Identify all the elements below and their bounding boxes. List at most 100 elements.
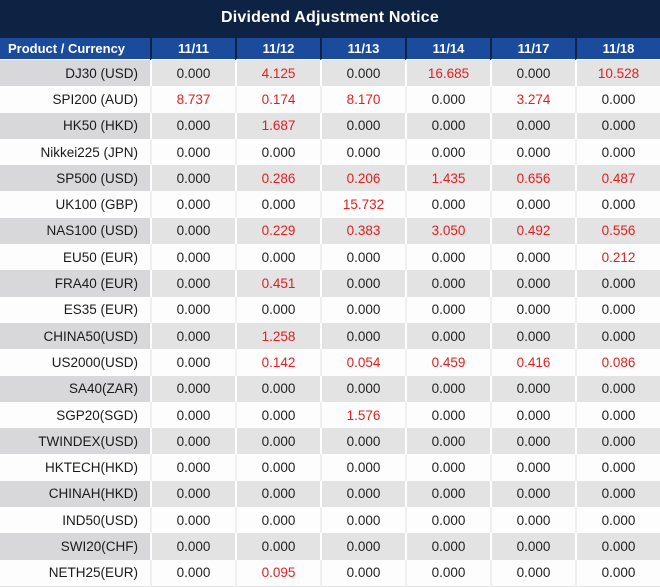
- table-row: FRA40 (EUR) 0.000 0.451 0.000 0.000 0.000 0.00…: [0, 270, 660, 297]
- value-cell: 0.000: [235, 296, 320, 323]
- value-cell: 0.000: [405, 191, 490, 218]
- date-column-header: 11/14: [405, 36, 490, 60]
- table-row: ES35 (EUR) 0.000 0.000 0.000 0.000 0.000 0.000: [0, 296, 660, 323]
- value-cell: 0.000: [320, 138, 405, 166]
- value-cell: 0.000: [490, 375, 575, 402]
- value-cell: 0.000: [405, 454, 490, 481]
- value-cell: 0.000: [320, 244, 405, 271]
- value-cell: 0.000: [405, 244, 490, 271]
- value-cell: 0.000: [150, 559, 235, 587]
- value-cell: 0.000: [150, 112, 235, 139]
- value-cell: 0.000: [405, 480, 490, 508]
- value-cell: 0.000: [575, 270, 660, 297]
- date-column-header: 11/18: [575, 36, 660, 60]
- value-cell: 0.000: [235, 428, 320, 455]
- value-cell: 0.000: [150, 375, 235, 402]
- value-cell: 0.000: [235, 401, 320, 429]
- table-row: HK50 (HKD) 0.000 1.687 0.000 0.000 0.000 0.000: [0, 112, 660, 139]
- value-cell: 0.000: [320, 375, 405, 402]
- value-cell: 0.000: [575, 533, 660, 560]
- value-cell: 0.000: [150, 454, 235, 481]
- value-cell: 0.000: [405, 533, 490, 560]
- product-cell: UK100 (GBP): [0, 191, 150, 218]
- value-cell: 0.000: [235, 533, 320, 560]
- product-cell: FRA40 (EUR): [0, 270, 150, 297]
- value-cell: 0.000: [320, 428, 405, 455]
- value-cell: 0.000: [405, 112, 490, 139]
- value-cell: 0.416: [490, 349, 575, 376]
- value-cell: 0.000: [490, 60, 575, 87]
- date-column-header: 11/12: [235, 36, 320, 60]
- product-cell: SWI20(CHF): [0, 533, 150, 560]
- date-column-header: 11/11: [150, 36, 235, 60]
- value-cell: 0.000: [405, 296, 490, 323]
- value-cell: 0.000: [490, 296, 575, 323]
- value-cell: 0.229: [235, 217, 320, 245]
- value-cell: 0.556: [575, 217, 660, 245]
- product-cell: DJ30 (USD): [0, 60, 150, 87]
- date-column-header: 11/17: [490, 36, 575, 60]
- value-cell: 0.656: [490, 165, 575, 192]
- product-cell: US2000(USD): [0, 349, 150, 376]
- product-cell: SP500 (USD): [0, 165, 150, 192]
- value-cell: 0.000: [575, 112, 660, 139]
- value-cell: 0.000: [150, 296, 235, 323]
- value-cell: 0.000: [575, 559, 660, 587]
- value-cell: 0.000: [320, 559, 405, 587]
- value-cell: 0.000: [320, 270, 405, 297]
- value-cell: 0.000: [150, 165, 235, 192]
- value-cell: 0.451: [235, 270, 320, 297]
- value-cell: 0.492: [490, 217, 575, 245]
- table-row: Nikkei225 (JPN) 0.000 0.000 0.000 0.000 0.000…: [0, 138, 660, 166]
- product-cell: Nikkei225 (JPN): [0, 138, 150, 166]
- table-row: SGP20(SGD) 0.000 0.000 1.576 0.000 0.000 0.000: [0, 401, 660, 429]
- value-cell: 0.000: [575, 428, 660, 455]
- page-title: Dividend Adjustment Notice: [221, 9, 439, 26]
- table-row: US2000(USD) 0.000 0.142 0.054 0.459 0.416 0.08…: [0, 349, 660, 376]
- value-cell: 0.000: [235, 138, 320, 166]
- value-cell: 0.000: [405, 322, 490, 350]
- value-cell: 0.000: [320, 533, 405, 560]
- value-cell: 0.000: [235, 191, 320, 218]
- value-cell: 0.000: [490, 270, 575, 297]
- value-cell: 0.000: [150, 60, 235, 87]
- value-cell: 0.000: [150, 138, 235, 166]
- value-cell: 0.000: [150, 244, 235, 271]
- value-cell: 0.000: [405, 428, 490, 455]
- value-cell: 0.000: [150, 217, 235, 245]
- value-cell: 0.000: [405, 86, 490, 113]
- value-cell: 0.383: [320, 217, 405, 245]
- value-cell: 0.000: [490, 507, 575, 534]
- value-cell: 0.000: [235, 454, 320, 481]
- product-cell: NETH25(EUR): [0, 559, 150, 587]
- value-cell: 0.000: [575, 191, 660, 218]
- product-cell: NAS100 (USD): [0, 217, 150, 245]
- table-row: SPI200 (AUD) 8.737 0.174 8.170 0.000 3.274 0.0…: [0, 86, 660, 113]
- value-cell: 0.000: [320, 112, 405, 139]
- product-cell: TWINDEX(USD): [0, 428, 150, 455]
- value-cell: 15.732: [320, 191, 405, 218]
- value-cell: 0.000: [320, 60, 405, 87]
- table-row: NETH25(EUR) 0.000 0.095 0.000 0.000 0.000 0.00…: [0, 559, 660, 587]
- value-cell: 0.000: [150, 507, 235, 534]
- value-cell: 0.000: [490, 244, 575, 271]
- value-cell: 0.000: [150, 480, 235, 508]
- table-row: UK100 (GBP) 0.000 0.000 15.732 0.000 0.000 0.0…: [0, 191, 660, 218]
- product-cell: SPI200 (AUD): [0, 86, 150, 113]
- table-row: CHINAH(HKD) 0.000 0.000 0.000 0.000 0.000 0.00…: [0, 480, 660, 508]
- value-cell: 0.000: [490, 454, 575, 481]
- table-row: TWINDEX(USD) 0.000 0.000 0.000 0.000 0.000 0.0…: [0, 428, 660, 455]
- value-cell: 0.000: [575, 454, 660, 481]
- table-row: EU50 (EUR) 0.000 0.000 0.000 0.000 0.000 0.212: [0, 244, 660, 271]
- product-cell: HKTECH(HKD): [0, 454, 150, 481]
- value-cell: 0.086: [575, 349, 660, 376]
- table-row: CHINA50(USD) 0.000 1.258 0.000 0.000 0.000 0.0…: [0, 322, 660, 350]
- value-cell: 3.050: [405, 217, 490, 245]
- value-cell: 0.000: [405, 559, 490, 587]
- value-cell: 0.000: [150, 349, 235, 376]
- value-cell: 0.000: [490, 191, 575, 218]
- value-cell: 0.000: [575, 401, 660, 429]
- value-cell: 0.000: [490, 428, 575, 455]
- value-cell: 1.687: [235, 112, 320, 139]
- table-row: HKTECH(HKD) 0.000 0.000 0.000 0.000 0.000 0.00…: [0, 454, 660, 481]
